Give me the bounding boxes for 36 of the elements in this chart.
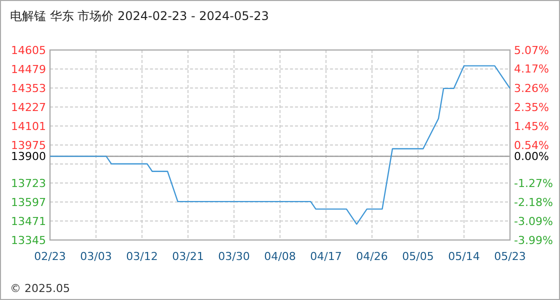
- y2-tick-label: -2.18%: [514, 196, 553, 209]
- y-tick-label: 13723: [11, 176, 46, 190]
- x-tick-label: 04/17: [310, 250, 342, 263]
- x-tick-label: 05/23: [494, 250, 526, 263]
- y2-tick-label: -3.09%: [514, 214, 553, 228]
- x-tick-label: 03/03: [80, 250, 112, 263]
- y-tick-label: 13345: [11, 234, 46, 247]
- y-tick-label: 14605: [11, 44, 46, 57]
- y-tick-label: 13597: [11, 196, 46, 209]
- x-tick-label: 03/21: [172, 250, 204, 263]
- line-series: [49, 65, 511, 225]
- y2-tick-label: 3.26%: [514, 82, 549, 95]
- y-tick-label: 13900: [11, 150, 46, 164]
- y2-tick-label: 2.35%: [514, 100, 549, 114]
- y-tick-label: 13975: [11, 138, 46, 152]
- x-tick-label: 02/23: [34, 250, 66, 263]
- x-tick-label: 04/08: [264, 250, 296, 263]
- y2-tick-label: -1.27%: [514, 176, 553, 190]
- y2-tick-label: -3.99%: [514, 234, 553, 247]
- x-tick-label: 03/30: [218, 250, 250, 263]
- x-tick-label: 05/05: [402, 250, 434, 263]
- y-tick-label: 14101: [11, 120, 46, 133]
- y2-tick-label: 0.54%: [514, 138, 549, 152]
- y-tick-label: 14479: [11, 62, 46, 76]
- y2-tick-label: 4.17%: [514, 62, 549, 76]
- x-tick-label: 04/26: [356, 250, 388, 263]
- y-tick-label: 14227: [11, 100, 46, 114]
- y2-tick-label: 1.45%: [514, 120, 549, 133]
- text: © 2025.05: [10, 282, 70, 295]
- y2-tick-label: 0.00%: [514, 150, 549, 164]
- y-tick-label: 13471: [11, 214, 46, 228]
- chart-title: 电解锰 华东 市场价 2024-02-23 - 2024-05-23: [10, 9, 269, 23]
- x-tick-label: 05/14: [448, 250, 480, 263]
- y-tick-label: 14353: [11, 82, 46, 95]
- x-tick-label: 03/12: [126, 250, 158, 263]
- y2-tick-label: 5.07%: [514, 44, 549, 57]
